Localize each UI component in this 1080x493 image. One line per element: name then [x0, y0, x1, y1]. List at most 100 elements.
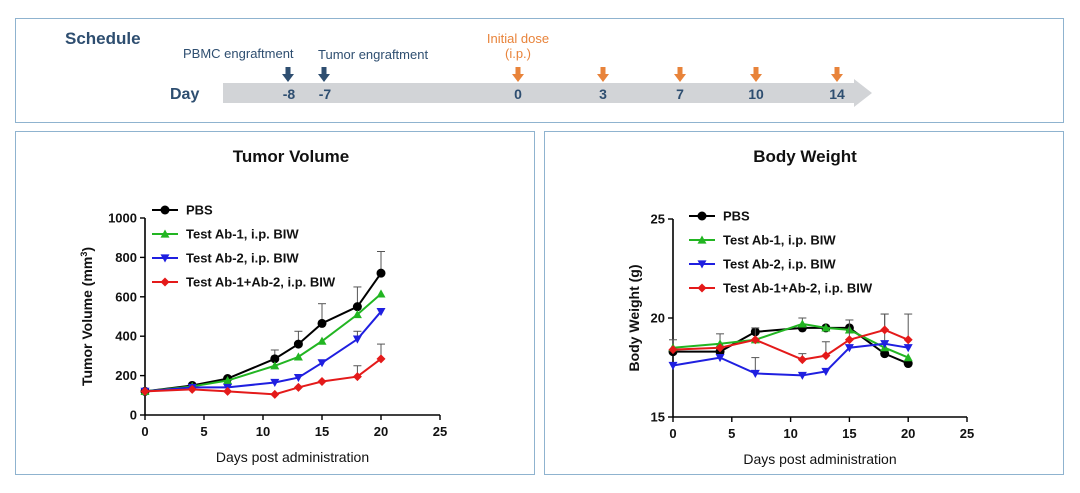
data-point	[317, 377, 327, 387]
dose-arrow-shaft	[600, 67, 606, 74]
data-point	[293, 352, 303, 361]
data-point	[821, 351, 831, 361]
tumor-arrow-icon	[318, 67, 330, 82]
dose-arrow-icon	[597, 67, 609, 82]
schedule-title: Schedule	[65, 29, 141, 48]
data-point	[797, 371, 807, 380]
y-axis-label: Body Weight (g)	[626, 264, 642, 371]
data-point	[160, 205, 170, 215]
series-line	[144, 293, 382, 393]
y-tick-label: 1000	[108, 211, 137, 226]
data-point	[797, 319, 807, 328]
body-weight-chart: Body Weight 0 5 10 15 20 25 15 20 25 Days post adm…	[626, 147, 974, 467]
legend-label: Test Ab-2, i.p. BIW	[723, 257, 836, 272]
x-tick-label: 10	[783, 426, 797, 441]
data-point	[317, 318, 327, 328]
data-point	[187, 384, 197, 394]
data-point	[821, 323, 831, 332]
x-tick-label: 5	[200, 424, 207, 439]
legend-label: Test Ab-1+Ab-2, i.p. BIW	[186, 275, 336, 290]
data-point	[160, 254, 170, 263]
day-tick: 10	[748, 86, 764, 102]
data-point	[293, 382, 303, 392]
data-point	[821, 367, 831, 376]
schedule-timeline: Schedule Day PBMC engraftment Tumor engr…	[65, 29, 872, 107]
series-1	[140, 289, 386, 395]
data-point	[797, 355, 807, 365]
x-tick-label: 25	[433, 424, 447, 439]
day-tick: 3	[599, 86, 607, 102]
data-point	[352, 302, 362, 312]
x-tick-label: 20	[901, 426, 915, 441]
legend-entry: Test Ab-1+Ab-2, i.p. BIW	[689, 281, 873, 296]
x-tick-label: 0	[141, 424, 148, 439]
series-line	[144, 310, 382, 393]
data-point	[903, 344, 913, 353]
dose-label: Initial dose	[487, 31, 549, 46]
day-tick: 7	[676, 86, 684, 102]
data-point	[880, 349, 890, 359]
y-tick-label: 25	[651, 212, 665, 227]
legend-entry: PBS	[689, 209, 750, 224]
dose-arrow-shaft	[753, 67, 759, 74]
day-tick: 14	[829, 86, 845, 102]
dose-arrow-head	[597, 74, 609, 82]
data-point	[160, 277, 170, 287]
data-point	[668, 361, 678, 371]
data-point	[903, 353, 913, 362]
data-point	[715, 354, 725, 363]
dose-arrow-icon	[831, 67, 843, 82]
timeline-arrow	[223, 79, 872, 107]
y-tick-label: 0	[130, 408, 137, 423]
y-tick-label: 800	[115, 250, 137, 265]
data-point	[880, 340, 890, 349]
legend-label: Test Ab-1, i.p. BIW	[723, 233, 836, 248]
data-point	[352, 372, 362, 382]
y-axis-label-superscript: 3	[79, 252, 89, 257]
series-2	[668, 313, 913, 380]
x-tick-label: 0	[669, 426, 676, 441]
day-tick: 0	[514, 86, 522, 102]
data-point	[903, 359, 913, 369]
tumor-engraftment-label: Tumor engraftment	[318, 47, 428, 62]
series-0	[140, 250, 386, 396]
dose-arrow-shaft	[515, 67, 521, 74]
data-point	[317, 336, 327, 345]
legend: PBS Test Ab-1, i.p. BIW Test Ab-2, i.p. BI…	[152, 203, 336, 290]
dose-route-label: (i.p.)	[505, 46, 531, 61]
data-point	[352, 310, 362, 319]
x-tick-label: 20	[374, 424, 388, 439]
x-axis-label: Days post administration	[216, 449, 369, 465]
data-point	[376, 354, 386, 364]
series-3	[140, 343, 386, 399]
data-point	[293, 373, 303, 383]
x-axis-label: Days post administration	[743, 451, 896, 467]
x-tick-label: 15	[315, 424, 329, 439]
data-point	[376, 268, 386, 278]
dose-arrow-head	[831, 74, 843, 82]
legend-label: Test Ab-2, i.p. BIW	[186, 251, 299, 266]
data-point	[697, 260, 707, 269]
data-point	[270, 378, 280, 387]
series-line	[144, 358, 382, 396]
series-line	[144, 272, 382, 393]
x-tick-label: 25	[960, 426, 974, 441]
data-point	[223, 376, 233, 385]
tumor-volume-panel: Tumor Volume 0 5 10 15 20 25 0 200 400 600 800 1000 D…	[15, 131, 535, 475]
legend-label: Test Ab-1+Ab-2, i.p. BIW	[723, 281, 873, 296]
x-tick-label: 5	[728, 426, 735, 441]
data-point	[160, 229, 170, 238]
dose-arrow-icon	[674, 67, 686, 82]
data-point	[223, 386, 233, 396]
data-point	[376, 289, 386, 298]
series-line	[672, 342, 909, 377]
legend-entry: Test Ab-2, i.p. BIW	[152, 251, 299, 266]
y-axis-label: Tumor Volume (mm3)	[79, 247, 95, 386]
legend-label: PBS	[723, 209, 750, 224]
pbmc-label: PBMC engraftment	[183, 46, 294, 61]
data-point	[697, 211, 707, 221]
data-point	[697, 235, 707, 244]
data-point	[140, 386, 150, 396]
data-point	[668, 345, 678, 355]
series-line	[673, 326, 909, 365]
